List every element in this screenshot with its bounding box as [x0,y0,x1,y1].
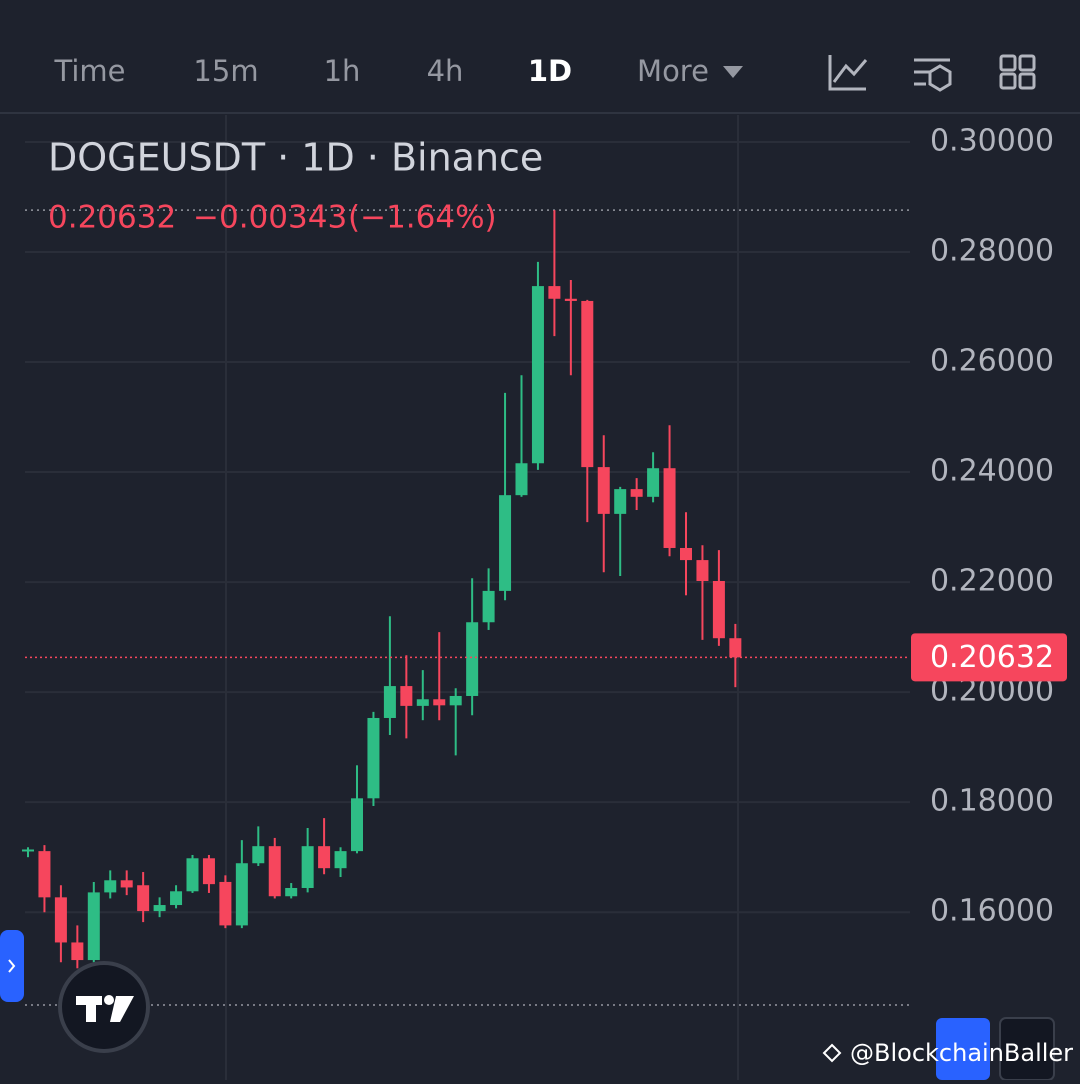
price-change-percent: (−1.64%) [348,200,497,236]
tv-logo-mark [76,995,134,1022]
watermark: @BlockchainBaller [850,1039,1073,1067]
candle-body [252,846,265,864]
y-tick-label: 0.28000 [930,233,1054,268]
side-tab[interactable] [0,930,24,1002]
candle-body [268,846,281,897]
y-tick-label: 0.16000 [930,894,1054,929]
candle-body [696,560,709,581]
candle-body [564,298,577,301]
candle-body [581,300,594,468]
candle-body [170,891,183,906]
candle-body [137,885,150,912]
candle-body [647,468,660,497]
candle-body [630,489,643,497]
toolbar-item[interactable]: 1D [528,54,572,88]
candle-body [235,863,248,926]
y-tick-label: 0.18000 [930,784,1054,819]
candle-body [663,468,676,548]
candle-body [219,881,232,926]
candle-body [449,695,462,706]
candle-body [482,590,495,623]
candle-body [202,858,215,885]
candle-body [712,580,725,639]
candle-body [614,489,627,514]
symbol-title: DOGEUSDT · 1D · Binance [48,136,543,180]
candle-body [367,717,380,799]
candle-body [531,286,544,464]
plot: 0.160000.180000.200000.220000.240000.260… [22,115,1067,1080]
candle-body [285,887,298,897]
candle-body [71,942,84,961]
candle-body [334,851,347,869]
candle-body [54,897,67,943]
candle-body [120,880,133,888]
candle-body [416,699,429,706]
scroll-button[interactable] [936,1018,990,1080]
candle-body [383,686,396,718]
side-tab-arrow [8,959,16,973]
toolbar-item[interactable]: More [637,54,709,88]
last-price: 0.20632 [48,200,176,236]
candle-body [729,638,742,658]
candle-body [597,467,610,514]
candle-body [153,905,166,912]
binance-icon [822,1043,842,1063]
candle-body [22,849,34,852]
candle-body [104,880,117,893]
tv-logo[interactable] [58,961,150,1053]
candle-body [499,495,512,591]
candle-body [680,547,692,561]
candle-body [186,858,199,892]
candle-body [466,622,479,696]
toolbar-item[interactable]: 15m [193,54,258,88]
settings-icon[interactable] [914,58,952,92]
y-tick-label: 0.22000 [930,564,1054,599]
candle-body [87,892,100,961]
indicators-icon[interactable] [828,55,868,91]
layout-icon[interactable] [999,54,1036,90]
last-price-tag-label: 0.20632 [930,640,1054,675]
toolbar-item[interactable]: 1h [324,54,361,88]
candle-body [515,463,528,496]
candle-body [433,699,446,706]
toolbar-item[interactable]: 4h [427,54,464,88]
y-tick-label: 0.26000 [930,344,1054,379]
candle-body [318,846,331,869]
toolbar-item[interactable]: Time [54,54,126,88]
price-change: −0.00343 [193,200,347,236]
candle-body [301,846,314,888]
y-tick-label: 0.30000 [930,123,1054,158]
candle-body [400,686,413,706]
more-arrow [723,66,743,78]
candle-body [351,798,363,852]
last-price-tag [911,633,1067,682]
candle-body [38,851,51,898]
y-tick-label: 0.24000 [930,454,1054,489]
candle-body [548,286,561,299]
toolbar: Time 15m 1h 4h 1D More [54,54,743,88]
